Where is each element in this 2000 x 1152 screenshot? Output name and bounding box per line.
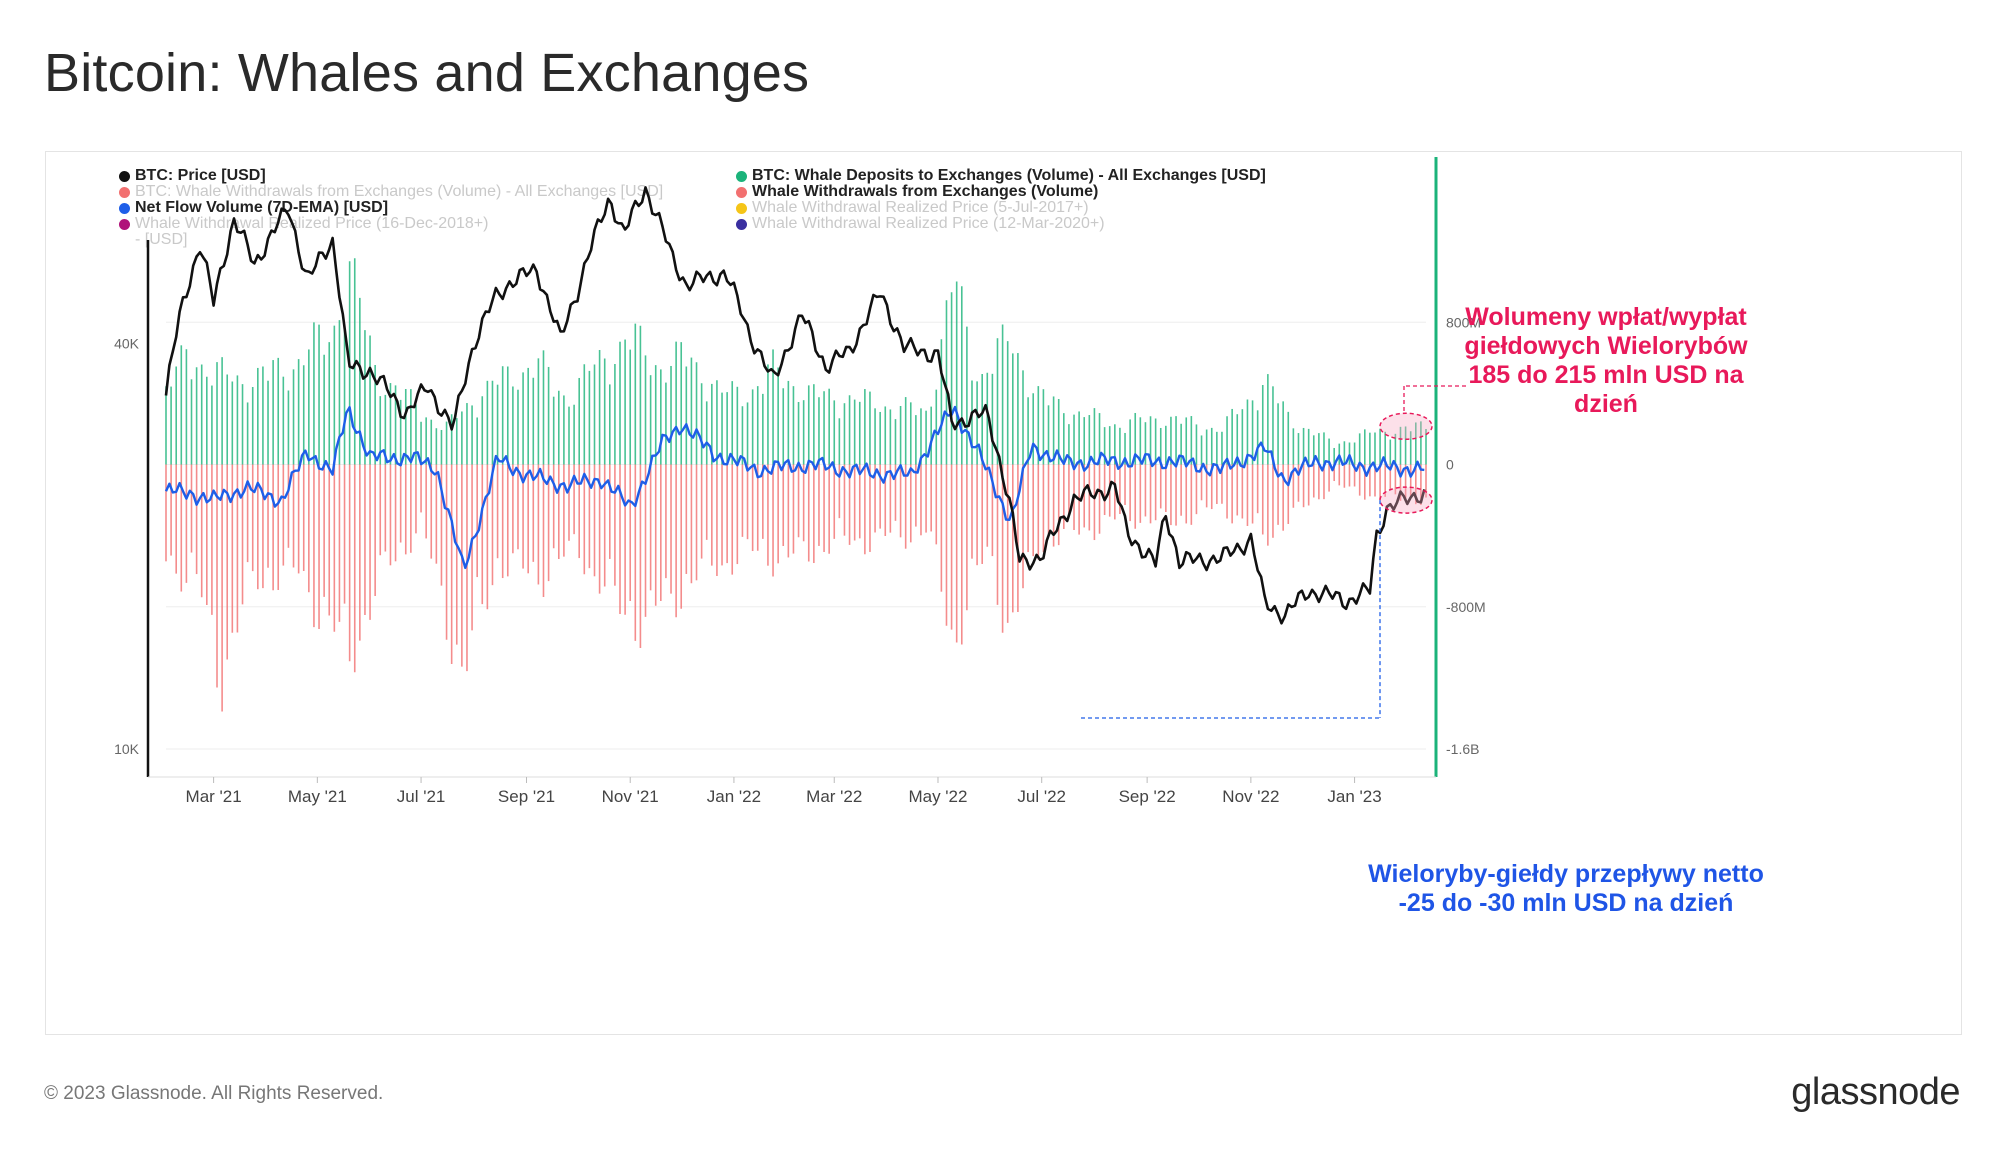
whale-withdrawals-bars <box>165 464 1427 712</box>
legend-label: Whale Withdrawal Realized Price (5-Jul-2… <box>752 199 1089 216</box>
chart-panel: BTC: Price [USD] BTC: Whale Withdrawals … <box>45 151 1962 1035</box>
net-flow-path <box>164 405 1425 570</box>
x-tick-label: Sep '22 <box>1119 787 1176 806</box>
legend-dot-icon <box>119 218 130 230</box>
legend-label: BTC: Whale Deposits to Exchanges (Volume… <box>752 167 1266 184</box>
legend-dot-icon <box>119 170 130 182</box>
volume-annotation-line2: giełdowych Wielorybów <box>1464 332 1748 360</box>
legend-label: BTC: Price [USD] <box>135 167 266 184</box>
x-tick-label: Mar '21 <box>186 787 242 806</box>
volume-annotation-line1: Wolumeny wpłat/wypłat <box>1465 303 1747 331</box>
legend-item-whale-deposits[interactable]: BTC: Whale Deposits to Exchanges (Volume… <box>736 166 1266 186</box>
volume-marker-ellipse <box>1379 412 1433 441</box>
volume-annotation: Wolumeny wpłat/wypłat giełdowych Wielory… <box>1441 303 1771 419</box>
whale-deposits-bars <box>165 258 1427 465</box>
left-tick-label: 10K <box>114 741 140 757</box>
x-tick-label: May '22 <box>908 787 967 806</box>
legend-label: Net Flow Volume (7D-EMA) [USD] <box>135 199 389 216</box>
net-flow-line <box>164 405 1425 570</box>
legend-dot-icon <box>736 202 747 214</box>
legend-item-whale-withdrawals-all[interactable]: BTC: Whale Withdrawals from Exchanges (V… <box>119 182 663 202</box>
legend-dot-icon <box>119 202 130 214</box>
x-tick-label: Mar '22 <box>806 787 862 806</box>
x-tick-label: Jul '21 <box>397 787 446 806</box>
right-tick-label: -1.6B <box>1446 741 1479 757</box>
x-tick-label: May '21 <box>288 787 347 806</box>
axes <box>146 157 1438 778</box>
x-tick-label: Jan '23 <box>1327 787 1381 806</box>
legend-item-net-flow[interactable]: Net Flow Volume (7D-EMA) [USD] <box>119 198 388 218</box>
chart-plot-area: Mar '21 May '21 Jul '21 Sep '21 Nov '21 Jan '… <box>114 157 1486 806</box>
x-axis-ticks: Mar '21 May '21 Jul '21 Sep '21 Nov '21 Jan '… <box>186 777 1382 806</box>
x-tick-label: Jul '22 <box>1017 787 1066 806</box>
legend-label: Whale Withdrawal Realized Price (16-Dec-… <box>135 215 489 232</box>
legend-item-whale-withdrawals[interactable]: Whale Withdrawals from Exchanges (Volume… <box>736 182 1098 202</box>
volume-annotation-line3: 185 do 215 mln USD na dzień <box>1468 361 1744 418</box>
glassnode-logo: glassnode <box>1791 1071 1960 1113</box>
legend-label: Whale Withdrawal Realized Price (12-Mar-… <box>752 215 1105 232</box>
x-tick-label: Sep '21 <box>498 787 555 806</box>
legend-dot-icon <box>119 186 130 198</box>
btc-price-path <box>164 186 1426 625</box>
legend-label: Whale Withdrawals from Exchanges (Volume… <box>752 183 1099 200</box>
annotation-markers <box>1081 385 1466 719</box>
x-tick-label: Nov '21 <box>602 787 659 806</box>
legend-item-realized-2017[interactable]: Whale Withdrawal Realized Price (5-Jul-2… <box>736 198 1089 218</box>
legend-dot-icon <box>736 186 747 198</box>
left-tick-label: 40K <box>114 336 140 352</box>
legend-item-btc-price[interactable]: BTC: Price [USD] <box>119 166 266 186</box>
legend-item-realized-2018[interactable]: Whale Withdrawal Realized Price (16-Dec-… <box>119 214 488 234</box>
legend-dot-icon <box>736 170 747 182</box>
x-tick-label: Jan '22 <box>707 787 761 806</box>
copyright-footer: © 2023 Glassnode. All Rights Reserved. <box>44 1083 384 1104</box>
right-axis-ticks: 800M 0 -800M -1.6B <box>1446 314 1486 757</box>
netflow-annotation-line2: -25 do -30 mln USD na dzień <box>1398 889 1734 917</box>
right-tick-label: 800M <box>1446 314 1481 330</box>
right-tick-label: -800M <box>1446 599 1486 615</box>
right-tick-label: 0 <box>1446 457 1454 473</box>
withdrawal-marker-ellipse <box>1379 486 1433 514</box>
legend-item-realized-2020[interactable]: Whale Withdrawal Realized Price (12-Mar-… <box>736 214 1105 234</box>
btc-price-line <box>164 186 1426 625</box>
netflow-annotation-line1: Wieloryby-giełdy przepływy netto <box>1368 860 1764 888</box>
page-title: Bitcoin: Whales and Exchanges <box>44 43 810 103</box>
left-axis-ticks: 10K 40K <box>114 336 140 757</box>
legend-dot-icon <box>736 218 747 230</box>
netflow-annotation: Wieloryby-giełdy przepływy netto -25 do … <box>1356 860 1776 918</box>
legend-label: BTC: Whale Withdrawals from Exchanges (V… <box>135 183 664 200</box>
x-tick-label: Nov '22 <box>1222 787 1279 806</box>
